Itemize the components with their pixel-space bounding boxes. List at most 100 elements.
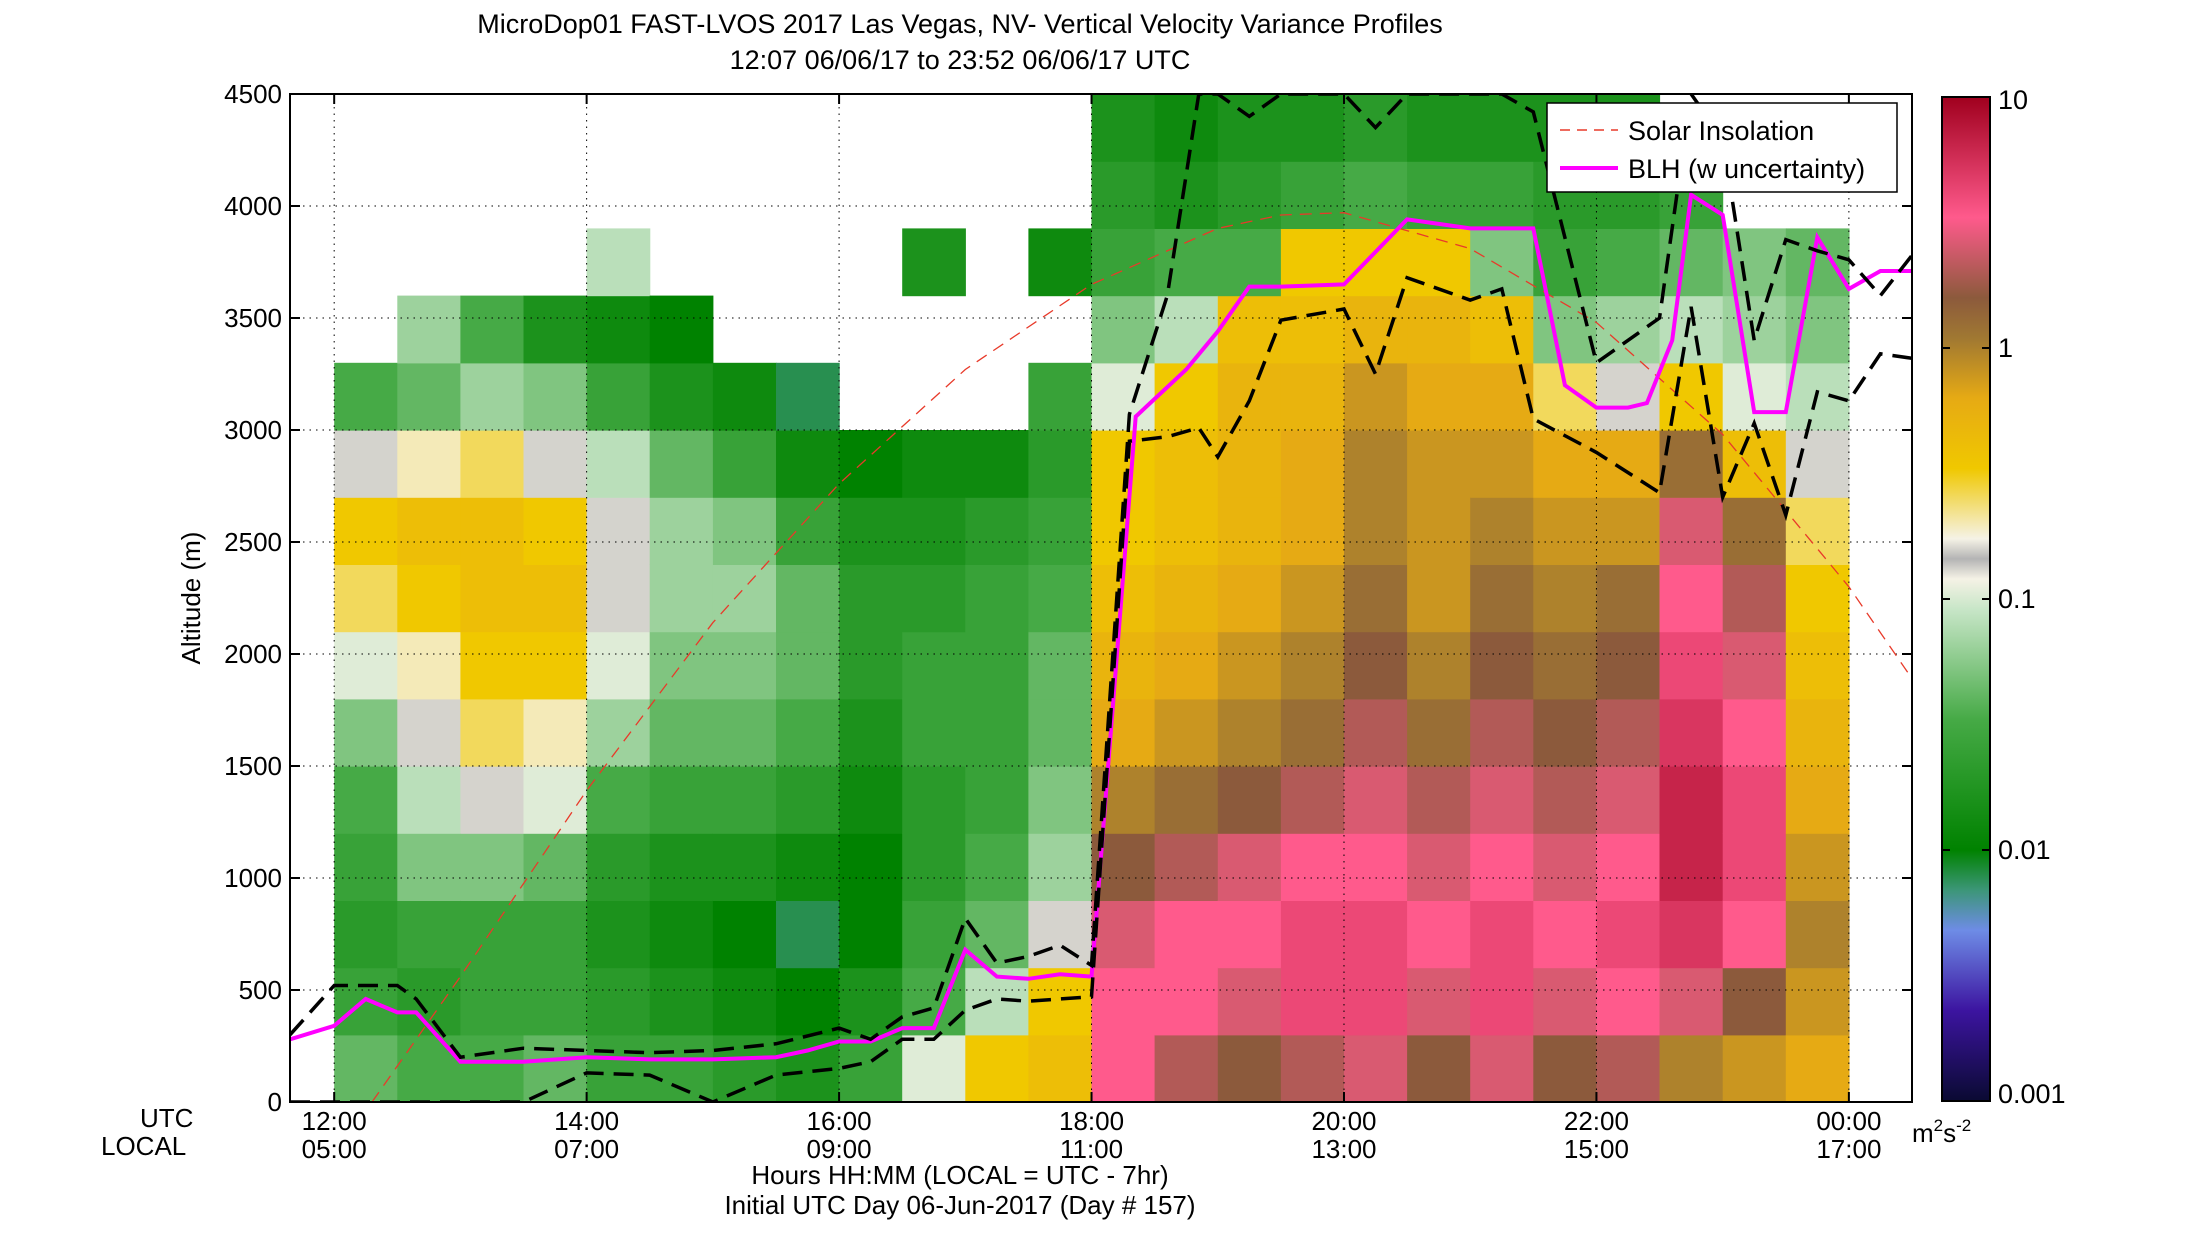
- variance-cell: [1154, 766, 1219, 834]
- variance-cell: [1470, 161, 1534, 229]
- variance-cell: [902, 900, 966, 969]
- variance-cell: [712, 1034, 777, 1102]
- variance-cell: [334, 967, 398, 1036]
- variance-cell: [1407, 295, 1471, 364]
- colorbar-ticks: 10 1 0.1 0.01 0.001: [1942, 85, 2066, 1109]
- variance-cell: [460, 497, 525, 565]
- variance-cell: [1596, 631, 1661, 700]
- variance-cell: [839, 766, 903, 834]
- variance-cell: [1344, 900, 1408, 969]
- variance-cell: [1785, 833, 1850, 901]
- x-tick-label-utc: 14:00: [554, 1106, 619, 1136]
- colorbar-tick-label: 0.1: [1998, 584, 2036, 614]
- variance-cell: [965, 430, 1029, 498]
- variance-cell: [902, 564, 966, 633]
- variance-cell: [1722, 766, 1787, 834]
- variance-cell: [839, 833, 903, 901]
- legend-solar-label: Solar Insolation: [1628, 116, 1814, 146]
- variance-cell: [776, 766, 840, 834]
- variance-cell: [1533, 967, 1597, 1036]
- variance-cell: [334, 766, 398, 834]
- y-tick-label: 2500: [224, 527, 282, 557]
- variance-cell: [1344, 631, 1408, 700]
- variance-cell: [1533, 900, 1597, 969]
- variance-cell: [1091, 161, 1156, 229]
- colorbar: 10 1 0.1 0.01 0.001 m2s-2: [1912, 85, 2066, 1148]
- variance-cell: [1785, 900, 1850, 969]
- variance-cell: [712, 564, 777, 633]
- variance-cell: [1407, 94, 1471, 162]
- variance-cell: [1470, 1034, 1534, 1102]
- variance-cell: [586, 430, 651, 498]
- variance-cell: [1722, 900, 1787, 969]
- variance-cell: [776, 430, 840, 498]
- x-axis-row-label-utc: UTC: [140, 1103, 194, 1133]
- solar-insolation-line: [371, 212, 1912, 1102]
- variance-cell: [1280, 766, 1345, 834]
- x-tick-label-local: 07:00: [554, 1134, 619, 1164]
- variance-cell: [965, 564, 1029, 633]
- y-tick-label: 4000: [224, 191, 282, 221]
- variance-cell: [334, 631, 398, 700]
- variance-cell: [776, 967, 840, 1036]
- variance-cell: [1659, 967, 1724, 1036]
- variance-cell: [1659, 1034, 1724, 1102]
- variance-cell: [460, 900, 525, 969]
- variance-cell: [1470, 497, 1534, 565]
- x-tick-label-utc: 18:00: [1059, 1106, 1124, 1136]
- variance-cell: [839, 900, 903, 969]
- variance-cell: [1659, 698, 1724, 767]
- y-tick-label: 4500: [224, 79, 282, 109]
- variance-cell: [649, 295, 714, 364]
- variance-cell: [523, 833, 588, 901]
- variance-cell: [1533, 497, 1597, 565]
- variance-cell: [649, 1034, 714, 1102]
- variance-cell: [902, 228, 966, 297]
- variance-cell: [1091, 228, 1156, 297]
- variance-cell: [1280, 631, 1345, 700]
- variance-cell: [460, 564, 525, 633]
- y-axis-label: Altitude (m): [176, 532, 206, 665]
- variance-cell: [334, 564, 398, 633]
- variance-cell: [1470, 564, 1534, 633]
- variance-cell: [1154, 497, 1219, 565]
- variance-cell: [965, 497, 1029, 565]
- variance-cell: [523, 362, 588, 431]
- variance-cell: [523, 967, 588, 1036]
- x-axis-label: Hours HH:MM (LOCAL = UTC - 7hr): [751, 1160, 1169, 1190]
- variance-cell: [839, 430, 903, 498]
- x-tick-label-local: 13:00: [1311, 1134, 1376, 1164]
- variance-cell: [1533, 1034, 1597, 1102]
- variance-cell: [460, 698, 525, 767]
- x-tick-label-local: 11:00: [1060, 1134, 1123, 1164]
- variance-cell: [649, 766, 714, 834]
- variance-cell: [586, 295, 651, 364]
- variance-cell: [1659, 564, 1724, 633]
- variance-cell: [649, 430, 714, 498]
- variance-cell: [1533, 698, 1597, 767]
- variance-cell: [776, 698, 840, 767]
- variance-cell: [523, 698, 588, 767]
- variance-cell: [334, 497, 398, 565]
- variance-cell: [397, 564, 461, 633]
- variance-cell: [649, 631, 714, 700]
- variance-cell: [1659, 833, 1724, 901]
- variance-cell: [1280, 564, 1345, 633]
- variance-cell: [1596, 1034, 1661, 1102]
- variance-cell: [1280, 94, 1345, 162]
- variance-cell: [586, 362, 651, 431]
- variance-cell: [1154, 228, 1219, 297]
- variance-cell: [1596, 295, 1661, 364]
- variance-cell: [397, 295, 461, 364]
- variance-cell: [586, 698, 651, 767]
- variance-cell: [586, 900, 651, 969]
- variance-cell: [1533, 430, 1597, 498]
- variance-cell: [1217, 161, 1282, 229]
- variance-cell: [397, 631, 461, 700]
- variance-cell: [1470, 94, 1534, 162]
- variance-cell: [1344, 564, 1408, 633]
- variance-cell: [1280, 900, 1345, 969]
- variance-cell: [1028, 362, 1093, 431]
- variance-cell: [1028, 228, 1093, 297]
- variance-cell: [1722, 1034, 1787, 1102]
